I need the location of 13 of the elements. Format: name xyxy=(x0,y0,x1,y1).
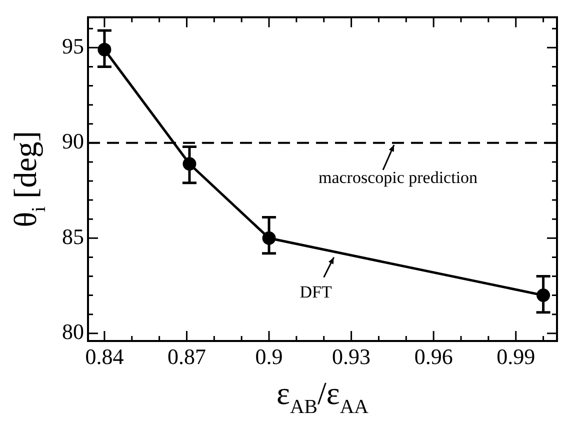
x-tick-label: 0.84 xyxy=(85,344,124,369)
y-tick-label: 90 xyxy=(62,128,84,154)
y-tick-label: 85 xyxy=(62,224,84,249)
y-axis-title: θi [deg] xyxy=(7,130,50,228)
x-tick-label: 0.93 xyxy=(332,344,371,369)
x-tick-label: 0.99 xyxy=(496,344,536,369)
y-tick-label: 80 xyxy=(62,319,84,344)
x-tick-label: 0.96 xyxy=(414,344,453,369)
annotation: DFT xyxy=(300,282,333,302)
x-tick-label: 0.9 xyxy=(255,344,283,369)
y-tick-label: 95 xyxy=(62,33,84,58)
x-tick-label: 0.87 xyxy=(167,344,206,369)
legend-label: macroscopic prediction xyxy=(318,168,478,187)
